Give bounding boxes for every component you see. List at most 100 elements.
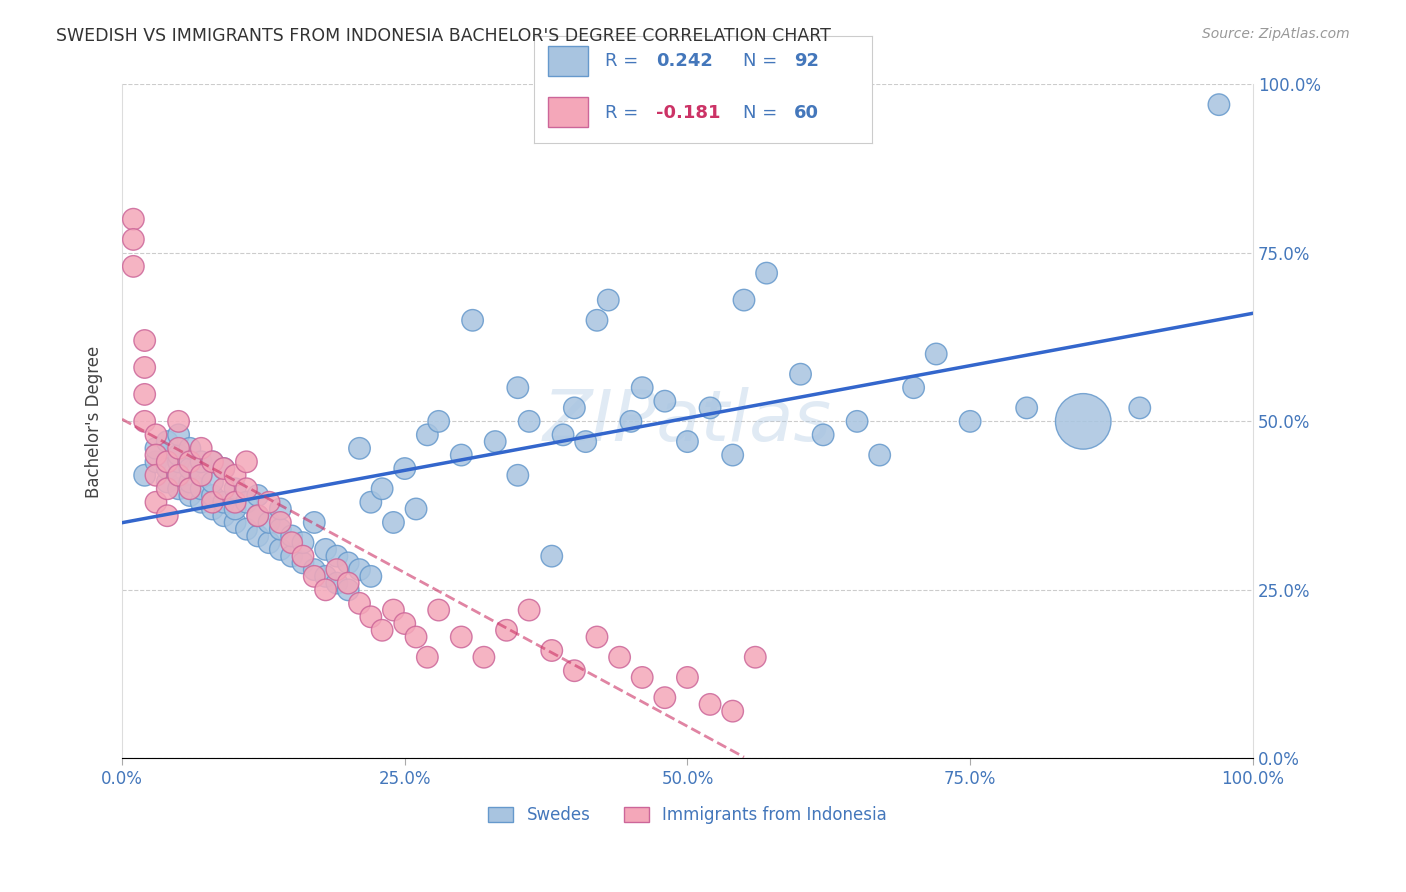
Point (156, 434, 179, 449)
Point (179, 461, 201, 475)
Point (676, 670, 699, 684)
Point (959, 414, 981, 428)
Point (235, 482, 257, 496)
Point (280, 535, 302, 549)
Point (349, 563, 371, 577)
Point (586, 313, 609, 327)
Point (257, 535, 280, 549)
Point (326, 576, 349, 591)
Point (337, 582, 360, 597)
Point (506, 468, 529, 483)
Point (291, 549, 314, 563)
Point (586, 630, 609, 644)
Point (156, 475, 179, 489)
Point (349, 442, 371, 456)
Point (631, 381, 654, 395)
Point (315, 569, 337, 583)
Point (676, 434, 699, 449)
Point (450, 630, 472, 644)
Point (654, 394, 676, 409)
Point (371, 624, 394, 638)
Point (405, 630, 427, 644)
Point (122, 232, 145, 246)
Text: SWEDISH VS IMMIGRANTS FROM INDONESIA BACHELOR'S DEGREE CORRELATION CHART: SWEDISH VS IMMIGRANTS FROM INDONESIA BAC… (56, 27, 831, 45)
Point (382, 603, 405, 617)
Point (201, 488, 224, 502)
Point (517, 414, 540, 428)
Point (427, 414, 450, 428)
FancyBboxPatch shape (548, 96, 588, 127)
Point (564, 401, 586, 415)
Point (1208, 97, 1230, 112)
Point (394, 616, 416, 631)
Point (654, 690, 676, 705)
Point (145, 448, 167, 462)
Point (145, 442, 167, 456)
Point (212, 495, 235, 509)
Point (145, 468, 167, 483)
Point (349, 596, 371, 610)
Point (789, 368, 811, 382)
Point (291, 535, 314, 549)
Point (811, 428, 834, 442)
Y-axis label: Bachelor's Degree: Bachelor's Degree (86, 345, 103, 498)
Point (190, 442, 212, 456)
Point (179, 475, 201, 489)
Point (360, 495, 382, 509)
Point (212, 508, 235, 523)
Point (450, 448, 472, 462)
Point (269, 542, 291, 557)
Text: R =: R = (605, 53, 644, 70)
Legend: Swedes, Immigrants from Indonesia: Swedes, Immigrants from Indonesia (481, 799, 893, 830)
Point (1071, 414, 1094, 428)
Point (326, 549, 349, 563)
Point (190, 482, 212, 496)
Point (246, 508, 269, 523)
Point (280, 549, 302, 563)
Point (246, 508, 269, 523)
Text: Source: ZipAtlas.com: Source: ZipAtlas.com (1202, 27, 1350, 41)
Point (755, 266, 778, 280)
Point (190, 495, 212, 509)
Point (337, 576, 360, 591)
Point (224, 516, 246, 530)
Text: R =: R = (605, 103, 644, 121)
Point (517, 603, 540, 617)
Point (156, 461, 179, 475)
Point (201, 455, 224, 469)
Point (156, 482, 179, 496)
Point (506, 381, 529, 395)
Point (156, 455, 179, 469)
Point (869, 448, 891, 462)
Point (190, 468, 212, 483)
Point (903, 381, 925, 395)
Point (224, 502, 246, 516)
Point (201, 495, 224, 509)
Text: ZIPatlas: ZIPatlas (543, 387, 832, 456)
Point (145, 495, 167, 509)
Point (167, 455, 190, 469)
Point (269, 502, 291, 516)
Point (382, 516, 405, 530)
Point (201, 475, 224, 489)
Point (145, 455, 167, 469)
Point (235, 495, 257, 509)
Point (315, 582, 337, 597)
Point (122, 260, 145, 274)
Point (371, 482, 394, 496)
Point (609, 650, 631, 665)
Point (179, 482, 201, 496)
Point (416, 650, 439, 665)
Point (304, 563, 326, 577)
Point (167, 428, 190, 442)
Point (224, 468, 246, 483)
Point (122, 212, 145, 227)
Point (291, 556, 314, 570)
Point (167, 448, 190, 462)
Point (598, 293, 620, 307)
Point (167, 468, 190, 483)
Point (201, 455, 224, 469)
Point (280, 529, 302, 543)
Point (134, 414, 156, 428)
Point (575, 434, 598, 449)
